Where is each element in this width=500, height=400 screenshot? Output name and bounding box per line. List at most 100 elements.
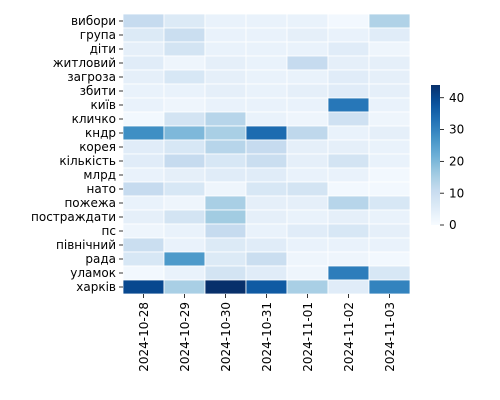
heatmap-cells	[122, 13, 411, 295]
heatmap-cell	[245, 27, 288, 43]
heatmap-cell	[286, 13, 329, 29]
heatmap-cell	[204, 55, 247, 71]
heatmap-cell	[163, 13, 206, 29]
heatmap-cell	[286, 279, 329, 295]
heatmap-cell	[245, 41, 288, 57]
heatmap-cell	[368, 111, 411, 127]
heatmap-cell	[204, 167, 247, 183]
heatmap-cell	[327, 153, 370, 169]
heatmap-cell	[204, 181, 247, 197]
heatmap-cell	[368, 27, 411, 43]
column-label: 2024-10-29	[178, 302, 192, 372]
heatmap-cell	[204, 209, 247, 225]
row-label: діти	[90, 42, 116, 56]
heatmap-cell	[368, 237, 411, 253]
heatmap-cell	[327, 125, 370, 141]
heatmap-cell	[122, 195, 165, 211]
heatmap-cell	[245, 69, 288, 85]
heatmap-cell	[368, 13, 411, 29]
heatmap-cell	[286, 41, 329, 57]
heatmap-cell	[327, 223, 370, 239]
heatmap-cell	[163, 55, 206, 71]
column-label: 2024-11-01	[301, 302, 315, 372]
row-label: житловий	[53, 56, 116, 70]
heatmap-cell	[245, 223, 288, 239]
column-label: 2024-11-03	[383, 302, 397, 372]
heatmap-cell	[368, 83, 411, 99]
heatmap-cell	[327, 251, 370, 267]
heatmap-cell	[122, 83, 165, 99]
heatmap-cell	[122, 209, 165, 225]
colorbar-tick-label: 0	[449, 218, 457, 232]
heatmap-cell	[122, 265, 165, 281]
heatmap-cell	[204, 153, 247, 169]
heatmap-cell	[286, 265, 329, 281]
heatmap-cell	[368, 167, 411, 183]
heatmap-cell	[286, 237, 329, 253]
row-label: харків	[76, 280, 116, 294]
column-label: 2024-11-02	[342, 302, 356, 372]
heatmap-cell	[327, 13, 370, 29]
heatmap-cell	[204, 41, 247, 57]
colorbar-tick-label: 20	[449, 155, 464, 169]
heatmap-cell	[286, 167, 329, 183]
heatmap-cell	[122, 251, 165, 267]
heatmap-cell	[327, 279, 370, 295]
row-label: північний	[56, 238, 116, 252]
heatmap-cell	[286, 125, 329, 141]
row-label: вибори	[71, 14, 116, 28]
heatmap-cell	[286, 195, 329, 211]
row-label: уламок	[70, 266, 116, 280]
heatmap-cell	[368, 181, 411, 197]
row-label: загроза	[67, 70, 116, 84]
heatmap-cell	[368, 265, 411, 281]
heatmap-cell	[122, 153, 165, 169]
heatmap-cell	[122, 41, 165, 57]
row-label: млрд	[83, 168, 116, 182]
heatmap-cell	[286, 251, 329, 267]
heatmap-cell	[286, 27, 329, 43]
heatmap-cell	[122, 223, 165, 239]
heatmap-cell	[122, 97, 165, 113]
heatmap-cell	[286, 223, 329, 239]
row-labels: виборигрупадітижитловийзагрозазбитикиївк…	[31, 14, 123, 294]
row-label: нато	[86, 182, 116, 196]
heatmap-cell	[327, 139, 370, 155]
heatmap-cell	[163, 69, 206, 85]
heatmap-cell	[163, 237, 206, 253]
row-label: група	[80, 28, 116, 42]
heatmap-cell	[245, 279, 288, 295]
column-label: 2024-10-28	[137, 302, 151, 372]
row-label: корея	[79, 140, 116, 154]
colorbar-tick-label: 10	[449, 186, 464, 200]
heatmap-cell	[245, 237, 288, 253]
heatmap-cell	[122, 139, 165, 155]
colorbar-tick-label: 40	[449, 91, 464, 105]
heatmap-cell	[163, 181, 206, 197]
heatmap-cell	[204, 265, 247, 281]
heatmap-cell	[286, 139, 329, 155]
heatmap-cell	[368, 223, 411, 239]
heatmap-cell	[245, 251, 288, 267]
row-label: пс	[102, 224, 116, 238]
heatmap-cell	[204, 125, 247, 141]
heatmap-cell	[368, 69, 411, 85]
column-labels: 2024-10-28 2024-10-29 2024-10-30 2024-10-31…	[137, 294, 397, 372]
heatmap-cell	[327, 83, 370, 99]
heatmap-cell	[163, 41, 206, 57]
heatmap-cell	[245, 195, 288, 211]
row-label: кількість	[59, 154, 116, 168]
heatmap-cell	[163, 279, 206, 295]
heatmap-cell	[122, 125, 165, 141]
heatmap-cell	[245, 181, 288, 197]
heatmap-cell	[163, 153, 206, 169]
heatmap-cell	[286, 181, 329, 197]
heatmap-cell	[327, 195, 370, 211]
heatmap-cell	[245, 111, 288, 127]
heatmap-cell	[204, 97, 247, 113]
heatmap-cell	[204, 69, 247, 85]
heatmap-cell	[245, 83, 288, 99]
heatmap-cell	[245, 13, 288, 29]
heatmap-cell	[204, 251, 247, 267]
heatmap-cell	[286, 55, 329, 71]
